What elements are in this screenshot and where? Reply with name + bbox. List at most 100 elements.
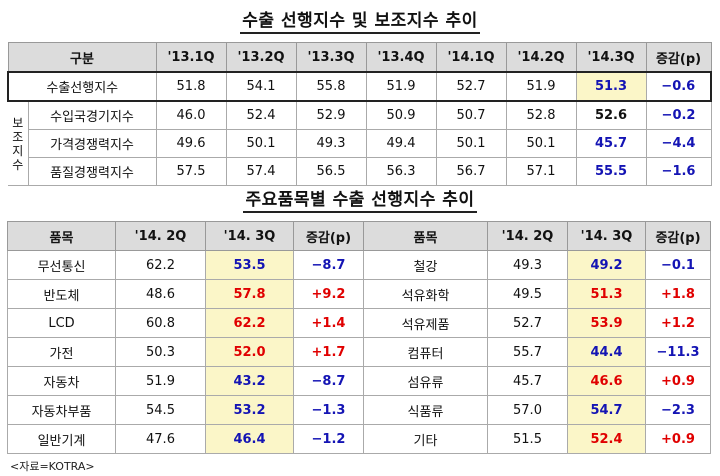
item-name: LCD [7, 308, 116, 338]
cell-change: +1.7 [293, 337, 364, 367]
cell-value: 54.5 [115, 395, 206, 425]
cell-value: 57.5 [155, 157, 227, 186]
source-note: <자료=KOTRA> [10, 460, 95, 473]
table2-title: 주요품목별 수출 선행지수 추이 [0, 185, 720, 213]
cell-change: +1.8 [645, 279, 711, 309]
table-row: 일반기계 47.6 46.4 −1.2 기타 51.5 52.4 +0.9 [7, 424, 711, 454]
cell-value: 60.8 [115, 308, 206, 338]
cell-value-current: 51.3 [567, 279, 646, 309]
cell-value: 47.6 [115, 424, 206, 454]
item-name: 석유제품 [363, 308, 488, 338]
cell-value-current: 44.4 [567, 337, 646, 367]
cell-value: 46.0 [155, 100, 227, 130]
cell-value: 48.6 [115, 279, 206, 309]
cell-value: 55.8 [295, 71, 367, 102]
cell-change: −4.4 [645, 129, 712, 158]
table2-header-row: 품목 '14. 2Q '14. 3Q 증감(p) 품목 '14. 2Q '14.… [7, 221, 711, 251]
header-item-right: 품목 [363, 221, 488, 251]
cell-value-current: 57.8 [205, 279, 294, 309]
item-name: 식품류 [363, 395, 488, 425]
header-14-2q-right: '14. 2Q [487, 221, 568, 251]
cell-value: 52.4 [225, 100, 297, 130]
cell-value-current: 55.5 [575, 157, 647, 186]
cell-value: 51.8 [155, 71, 227, 102]
sub-index-row: 품질경쟁력지수 57.5 57.4 56.5 56.3 56.7 57.1 55… [8, 157, 712, 186]
cell-value: 49.3 [295, 129, 367, 158]
cell-value: 52.9 [295, 100, 367, 130]
cell-value-current: 51.3 [575, 71, 647, 102]
cell-value: 52.7 [487, 308, 568, 338]
cell-value: 52.7 [435, 71, 507, 102]
header-13-4q: '13.4Q [365, 42, 437, 73]
item-leading-index-table: 품목 '14. 2Q '14. 3Q 증감(p) 품목 '14. 2Q '14.… [7, 221, 711, 454]
group-label: 보조지수 [8, 100, 29, 186]
cell-value: 56.5 [295, 157, 367, 186]
item-name: 컴퓨터 [363, 337, 488, 367]
cell-value: 57.1 [505, 157, 577, 186]
cell-value: 52.8 [505, 100, 577, 130]
export-leading-index-table: 구분 '13.1Q '13.2Q '13.3Q '13.4Q '14.1Q '1… [6, 42, 713, 186]
header-14-3q: '14.3Q [575, 42, 647, 73]
item-name: 석유화학 [363, 279, 488, 309]
table-row: 반도체 48.6 57.8 +9.2 석유화학 49.5 51.3 +1.8 [7, 279, 711, 309]
cell-value: 50.7 [435, 100, 507, 130]
header-change-left: 증감(p) [293, 221, 364, 251]
cell-change: −8.7 [293, 250, 364, 280]
row-label: 수출선행지수 [6, 71, 157, 102]
cell-value-current: 45.7 [575, 129, 647, 158]
cell-change: +9.2 [293, 279, 364, 309]
table1-title: 수출 선행지수 및 보조지수 추이 [0, 6, 720, 34]
cell-change: −11.3 [645, 337, 711, 367]
cell-value-current: 46.6 [567, 366, 646, 396]
cell-change: +0.9 [645, 366, 711, 396]
cell-value: 62.2 [115, 250, 206, 280]
header-change: 증감(p) [645, 42, 712, 73]
header-14-3q-left: '14. 3Q [205, 221, 294, 251]
cell-value-current: 53.9 [567, 308, 646, 338]
cell-value: 56.7 [435, 157, 507, 186]
table-row: 무선통신 62.2 53.5 −8.7 철강 49.3 49.2 −0.1 [7, 250, 711, 280]
cell-value: 49.6 [155, 129, 227, 158]
item-name: 반도체 [7, 279, 116, 309]
cell-value-current: 54.7 [567, 395, 646, 425]
cell-value-current: 43.2 [205, 366, 294, 396]
header-13-1q: '13.1Q [155, 42, 227, 73]
row-label: 품질경쟁력지수 [27, 157, 157, 186]
cell-value: 57.0 [487, 395, 568, 425]
cell-value: 50.3 [115, 337, 206, 367]
item-name: 자동차부품 [7, 395, 116, 425]
cell-value: 51.5 [487, 424, 568, 454]
cell-change: +0.9 [645, 424, 711, 454]
cell-value-current: 52.0 [205, 337, 294, 367]
cell-value-current: 49.2 [567, 250, 646, 280]
table-row: 자동차부품 54.5 53.2 −1.3 식품류 57.0 54.7 −2.3 [7, 395, 711, 425]
cell-change: −1.3 [293, 395, 364, 425]
row-label: 가격경쟁력지수 [27, 129, 157, 158]
cell-value: 56.3 [365, 157, 437, 186]
header-14-3q-right: '14. 3Q [567, 221, 646, 251]
sub-index-row: 보조지수 수입국경기지수 46.0 52.4 52.9 50.9 50.7 52… [8, 100, 712, 186]
header-change-right: 증감(p) [645, 221, 711, 251]
cell-value: 50.1 [435, 129, 507, 158]
cell-change: −1.6 [645, 157, 712, 186]
item-name: 철강 [363, 250, 488, 280]
item-name: 섬유류 [363, 366, 488, 396]
cell-value: 49.4 [365, 129, 437, 158]
table-row: 가전 50.3 52.0 +1.7 컴퓨터 55.7 44.4 −11.3 [7, 337, 711, 367]
cell-value-current: 46.4 [205, 424, 294, 454]
table1-header-row: 구분 '13.1Q '13.2Q '13.3Q '13.4Q '14.1Q '1… [7, 42, 712, 73]
cell-change: +1.2 [645, 308, 711, 338]
item-name: 기타 [363, 424, 488, 454]
sub-index-row: 가격경쟁력지수 49.6 50.1 49.3 49.4 50.1 50.1 45… [8, 129, 712, 158]
header-13-2q: '13.2Q [225, 42, 297, 73]
cell-value: 45.7 [487, 366, 568, 396]
cell-value: 50.9 [365, 100, 437, 130]
cell-value: 51.9 [505, 71, 577, 102]
cell-change: −0.6 [645, 71, 713, 102]
cell-change: −2.3 [645, 395, 711, 425]
cell-value: 49.5 [487, 279, 568, 309]
header-item-left: 품목 [7, 221, 116, 251]
item-name: 가전 [7, 337, 116, 367]
header-14-2q: '14.2Q [505, 42, 577, 73]
cell-value: 49.3 [487, 250, 568, 280]
